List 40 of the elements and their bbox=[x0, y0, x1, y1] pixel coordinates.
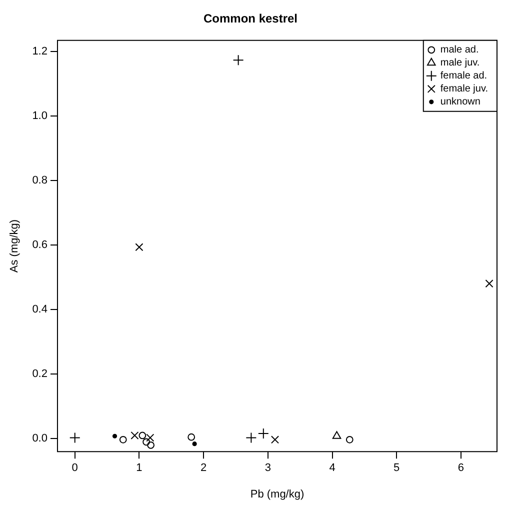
point bbox=[258, 428, 269, 440]
y-tick-label: 0.4 bbox=[32, 304, 48, 316]
y-tick-label: 0.0 bbox=[32, 432, 48, 445]
legend-label: male ad. bbox=[440, 44, 479, 56]
point bbox=[142, 438, 150, 446]
x-tick-label: 2 bbox=[200, 462, 207, 474]
y-tick-label: 1.2 bbox=[32, 46, 48, 58]
point bbox=[246, 432, 257, 444]
point bbox=[119, 436, 127, 444]
y-axis-title: As (mg/kg) bbox=[8, 219, 21, 273]
point bbox=[332, 431, 342, 439]
x-tick-label: 1 bbox=[136, 462, 142, 474]
legend-label: unknown bbox=[440, 96, 480, 108]
x-axis-title: Pb (mg/kg) bbox=[250, 488, 304, 500]
x-tick-label: 0 bbox=[72, 462, 78, 474]
chart-title: Common kestrel bbox=[203, 12, 298, 26]
point bbox=[346, 436, 354, 444]
legend-label: female ad. bbox=[440, 70, 488, 82]
y-tick-label: 0.2 bbox=[32, 368, 48, 380]
y-tick-label: 0.6 bbox=[32, 239, 48, 252]
point bbox=[188, 433, 196, 441]
point bbox=[232, 54, 244, 66]
point bbox=[135, 243, 144, 252]
y-tick-label: 0.8 bbox=[32, 174, 48, 187]
point bbox=[485, 280, 494, 288]
x-tick-label: 3 bbox=[264, 462, 271, 474]
point bbox=[69, 432, 80, 444]
x-tick-label: 4 bbox=[329, 462, 336, 474]
point bbox=[147, 441, 154, 449]
y-tick-label: 1.0 bbox=[32, 110, 48, 122]
point bbox=[146, 434, 154, 442]
x-tick-label: 5 bbox=[394, 462, 400, 474]
point bbox=[270, 436, 280, 444]
point bbox=[112, 434, 118, 438]
point bbox=[130, 431, 139, 440]
x-tick-label: 6 bbox=[458, 462, 464, 474]
legend-label: male juv. bbox=[440, 58, 480, 69]
point bbox=[192, 442, 197, 446]
point bbox=[138, 432, 146, 440]
legend-label: female juv. bbox=[440, 84, 488, 95]
